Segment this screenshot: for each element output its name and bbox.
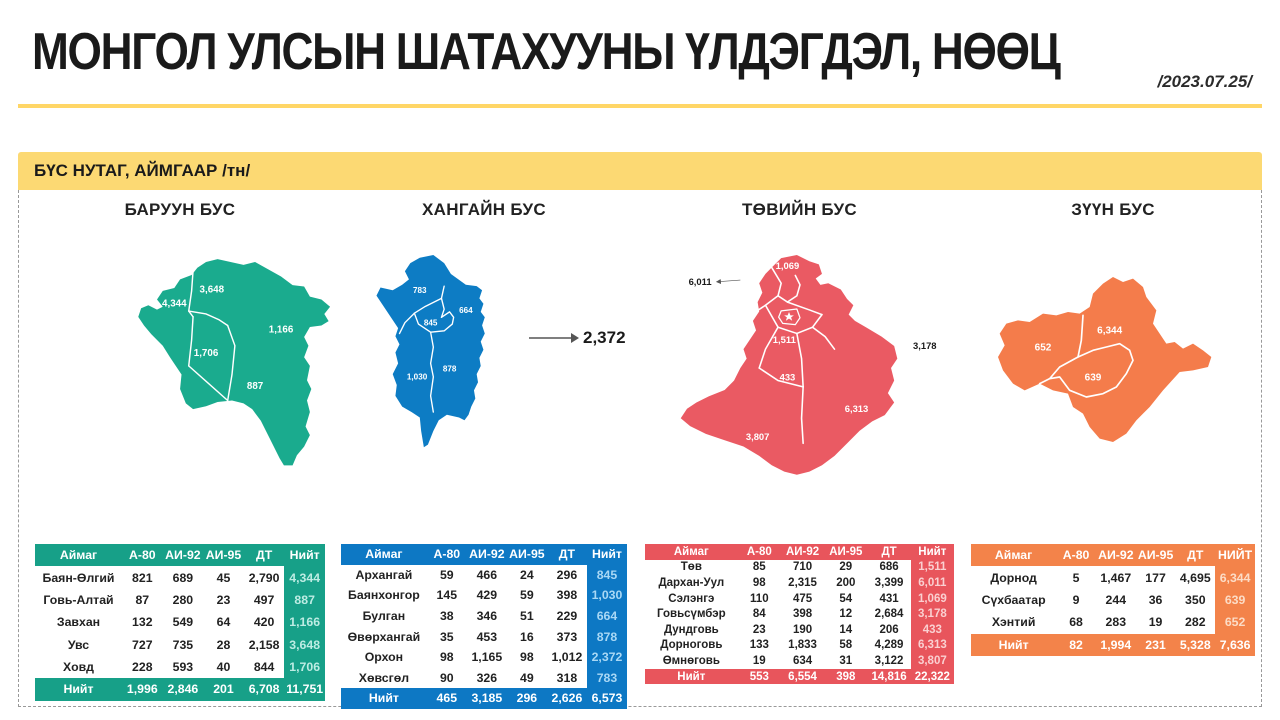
svg-text:1,030: 1,030 xyxy=(407,373,428,382)
svg-text:887: 887 xyxy=(247,381,264,392)
svg-text:664: 664 xyxy=(459,306,473,315)
svg-text:783: 783 xyxy=(413,286,427,295)
svg-text:6,313: 6,313 xyxy=(844,403,868,414)
svg-text:1,069: 1,069 xyxy=(775,260,799,271)
svg-text:1,511: 1,511 xyxy=(772,334,795,345)
svg-text:3,648: 3,648 xyxy=(200,284,225,295)
svg-text:6,011: 6,011 xyxy=(688,276,711,287)
svg-text:6,344: 6,344 xyxy=(1097,326,1122,337)
svg-text:845: 845 xyxy=(424,318,438,327)
svg-text:3,807: 3,807 xyxy=(745,431,769,442)
svg-text:652: 652 xyxy=(1035,342,1052,353)
svg-text:3,178: 3,178 xyxy=(913,340,937,351)
svg-text:1,166: 1,166 xyxy=(269,325,294,336)
svg-text:4,344: 4,344 xyxy=(162,299,187,310)
svg-text:433: 433 xyxy=(779,372,795,383)
svg-text:878: 878 xyxy=(443,364,457,373)
svg-text:1,706: 1,706 xyxy=(194,348,219,359)
svg-text:639: 639 xyxy=(1085,372,1102,383)
